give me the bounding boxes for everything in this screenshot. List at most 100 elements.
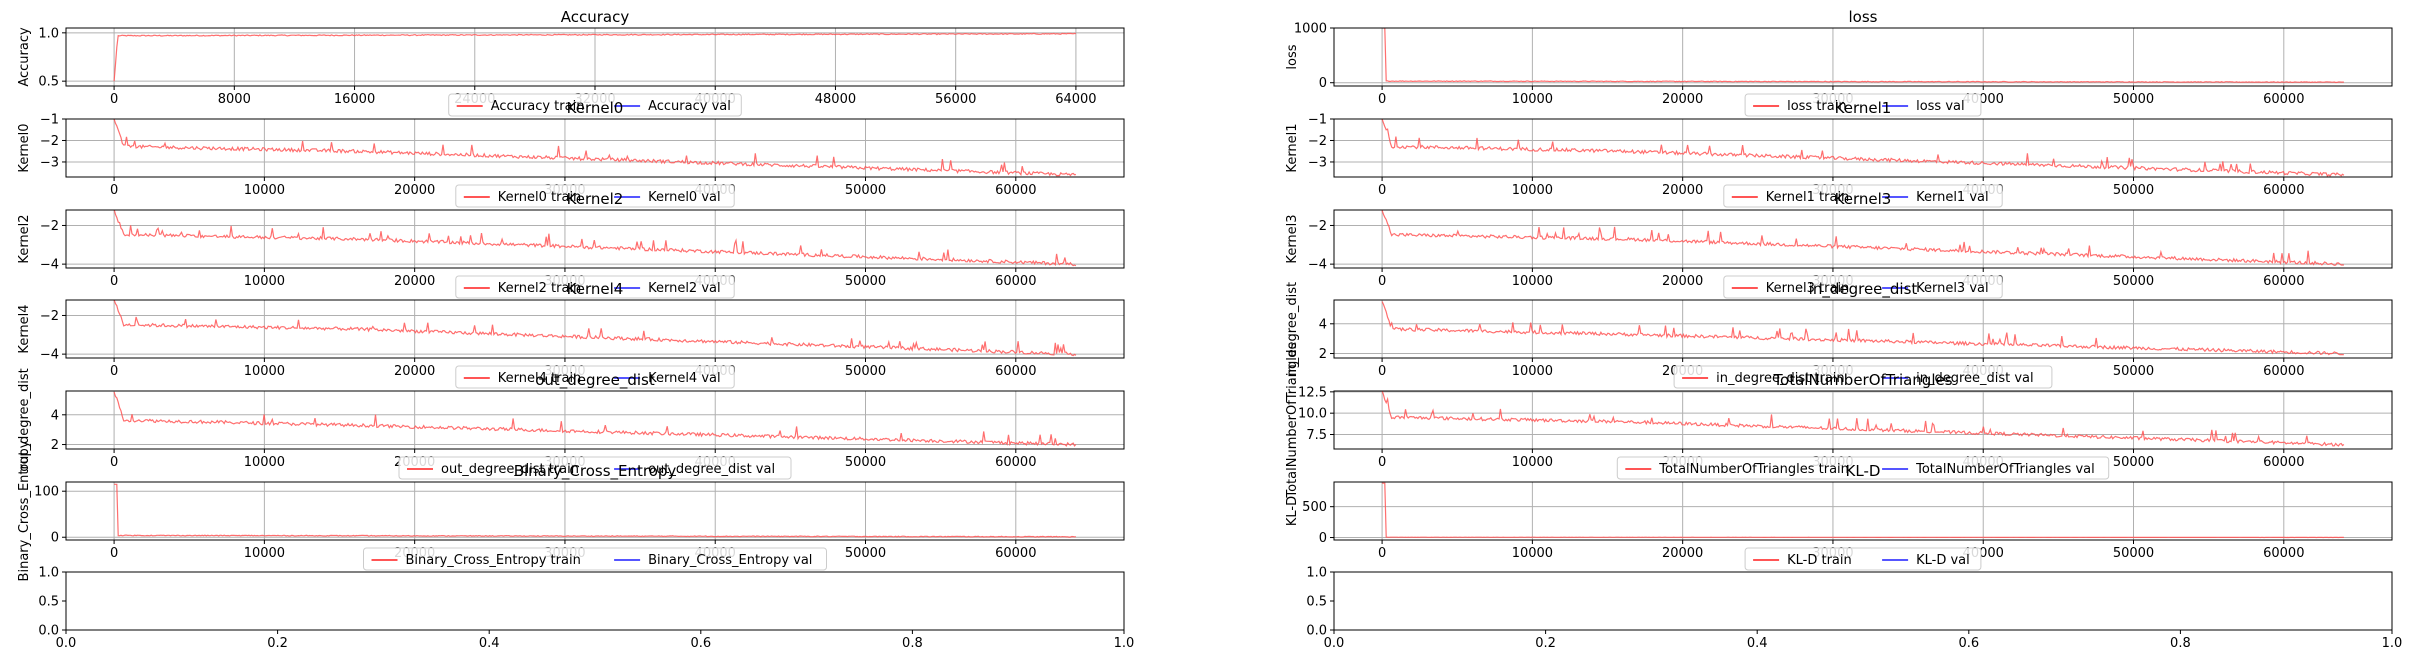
- series-line-train: [1382, 28, 2344, 84]
- legend-box: [1616, 456, 2110, 480]
- x-tick-label: 0: [1378, 455, 1386, 470]
- legend-box: [1744, 547, 1982, 571]
- x-tick-label: 0.8: [902, 636, 923, 651]
- x-tick-label: 0: [110, 92, 118, 107]
- legend: Kernel0 train Kernel0 val: [455, 184, 735, 208]
- legend-box: [455, 184, 735, 208]
- y-axis-label: Accuracy: [17, 27, 32, 87]
- panel-kernel0: 0100002000030000400005000060000−3−2−1Ker…: [17, 99, 1125, 208]
- y-tick-label: −1: [1308, 113, 1327, 128]
- x-tick-label: 56000: [935, 92, 976, 107]
- y-tick-label: 1.0: [1306, 566, 1327, 581]
- series-line-train: [113, 210, 1077, 267]
- legend-label-train: Kernel0 train: [498, 190, 582, 205]
- series-line-train: [1381, 301, 2344, 356]
- x-tick-label: 10000: [1512, 546, 1553, 561]
- y-tick-label: 4: [51, 408, 59, 423]
- series-line-train: [113, 32, 1076, 82]
- legend: Accuracy train Accuracy val: [448, 93, 742, 117]
- panel-title: KL-D: [1846, 462, 1881, 480]
- x-tick-label: 10000: [1512, 455, 1553, 470]
- x-tick-label: 60000: [2263, 546, 2304, 561]
- y-tick-label: −4: [1308, 258, 1327, 273]
- legend-label-val: Binary_Cross_Entropy val: [648, 553, 812, 568]
- y-tick-label: −2: [1308, 219, 1327, 234]
- x-tick-label: 16000: [334, 92, 375, 107]
- panel-title: in_degree_dist: [1809, 280, 1918, 299]
- axes-frame: [65, 481, 1125, 541]
- legend: in_degree_dist train in_degree_dist val: [1673, 365, 2053, 389]
- axes-frame: [65, 390, 1125, 450]
- legend-label-train: Binary_Cross_Entropy train: [406, 553, 581, 568]
- legend-label-train: Accuracy train: [491, 99, 585, 114]
- legend-label-train: Kernel4 train: [498, 371, 582, 386]
- x-tick-label: 0: [1378, 183, 1386, 198]
- series-line-train: [1381, 210, 2344, 266]
- x-tick-label: 10000: [244, 274, 285, 289]
- y-tick-label: −3: [40, 155, 59, 170]
- series-line-train: [113, 300, 1077, 357]
- panel-title: out_degree_dist: [535, 371, 655, 390]
- x-tick-label: 60000: [995, 455, 1036, 470]
- x-tick-label: 1.0: [1114, 636, 1135, 651]
- x-tick-label: 10000: [1512, 183, 1553, 198]
- legend-label-val: TotalNumberOfTriangles val: [1915, 462, 2095, 477]
- x-tick-label: 0: [110, 183, 118, 198]
- y-tick-label: 0.5: [38, 595, 59, 610]
- legend-box: [1673, 365, 2053, 389]
- x-tick-label: 0.6: [1958, 636, 1979, 651]
- x-tick-label: 64000: [1055, 92, 1096, 107]
- panel-title: TotalNumberOfTriangles: [1772, 371, 1952, 389]
- x-tick-label: 0.8: [2170, 636, 2191, 651]
- legend-label-train: Kernel1 train: [1766, 190, 1850, 205]
- y-tick-label: 0.0: [1306, 624, 1327, 639]
- legend-label-val: Accuracy val: [648, 99, 731, 114]
- x-tick-label: 20000: [1662, 546, 1703, 561]
- panel-empty_right: 0.0 0.2 0.4 0.6 0.8 1.0 0.0 0.5 1.0: [1306, 566, 2402, 652]
- legend-label-train: Kernel2 train: [498, 281, 582, 296]
- legend-label-val: Kernel1 val: [1916, 190, 1989, 205]
- axes-frame: [1333, 390, 2393, 450]
- x-tick-label: 20000: [1662, 92, 1703, 107]
- axes-frame: [65, 571, 1125, 631]
- panel-out_degree_dist: 010000200003000040000500006000024out_deg…: [17, 368, 1125, 480]
- y-tick-label: 1000: [1294, 22, 1327, 37]
- series-line-train: [113, 391, 1077, 447]
- legend-label-train: loss train: [1787, 99, 1847, 114]
- x-tick-label: 8000: [218, 92, 251, 107]
- axes-frame: [65, 118, 1125, 178]
- legend-box: [363, 547, 827, 571]
- legend-box: [455, 365, 735, 389]
- x-tick-label: 50000: [845, 183, 886, 198]
- x-tick-label: 10000: [1512, 274, 1553, 289]
- x-tick-label: 20000: [394, 364, 435, 379]
- x-tick-label: 0: [110, 546, 118, 561]
- x-tick-label: 60000: [2263, 274, 2304, 289]
- y-tick-label: 0.0: [38, 624, 59, 639]
- legend-label-val: in_degree_dist val: [1916, 371, 2034, 386]
- y-tick-label: −2: [40, 134, 59, 149]
- x-tick-label: 50000: [2113, 183, 2154, 198]
- legend-box: [455, 275, 735, 299]
- panel-title: Binary_Cross_Entropy: [514, 462, 677, 481]
- x-tick-label: 50000: [2113, 92, 2154, 107]
- x-tick-label: 10000: [1512, 364, 1553, 379]
- x-tick-label: 10000: [244, 455, 285, 470]
- legend: KL-D train KL-D val: [1744, 547, 1982, 571]
- x-tick-label: 60000: [995, 364, 1036, 379]
- y-tick-label: 10.0: [1298, 407, 1327, 422]
- y-axis-label: Kernel2: [17, 214, 32, 263]
- y-tick-label: −3: [1308, 155, 1327, 170]
- legend-label-train: Kernel3 train: [1766, 281, 1850, 296]
- legend-label-val: KL-D val: [1916, 553, 1970, 568]
- legend-box: [1723, 275, 2003, 299]
- y-axis-label: Kernel4: [17, 304, 32, 353]
- x-tick-label: 0.2: [267, 636, 288, 651]
- panel-title: Kernel1: [1835, 99, 1892, 117]
- legend-label-val: Kernel2 val: [648, 281, 721, 296]
- panel-kernel3: 0100002000030000400005000060000−4−2Kerne…: [1285, 190, 2393, 299]
- legend: Kernel2 train Kernel2 val: [455, 275, 735, 299]
- x-tick-label: 50000: [2113, 364, 2154, 379]
- x-tick-label: 50000: [2113, 274, 2154, 289]
